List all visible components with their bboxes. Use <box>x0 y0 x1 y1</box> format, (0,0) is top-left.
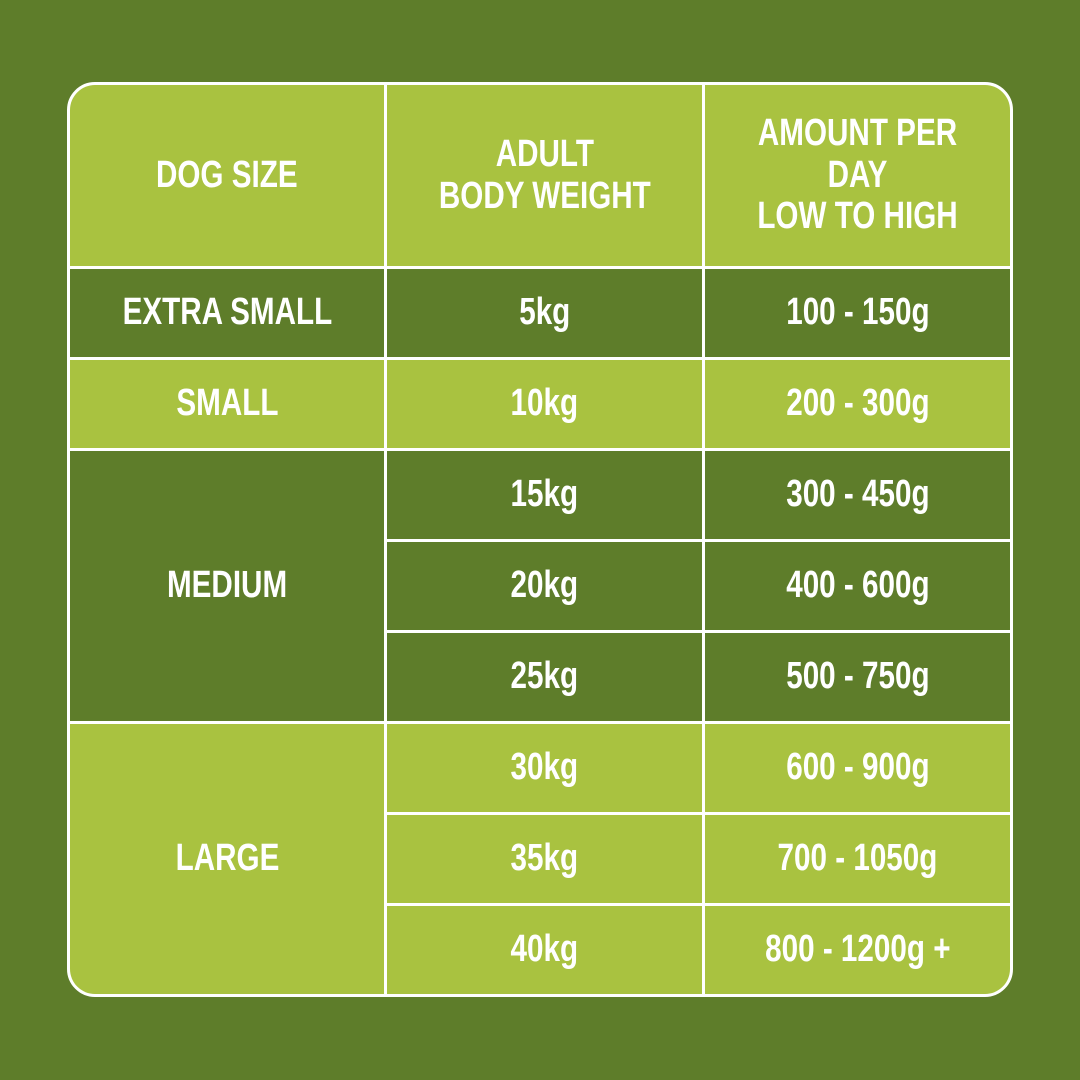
weight-value: 10kg <box>510 382 579 425</box>
header-text: AMOUNT PER DAY LOW TO HIGH <box>757 111 958 238</box>
weight-value: 20kg <box>510 564 579 607</box>
size-cell: SMALL <box>70 360 384 448</box>
amount-cell: 300 - 450g <box>705 451 1010 539</box>
size-label: MEDIUM <box>166 564 288 607</box>
header-text: DOG SIZE <box>156 153 298 196</box>
amount-value: 300 - 450g <box>785 473 930 516</box>
weight-cell: 5kg <box>387 269 702 357</box>
amount-value: 700 - 1050g <box>777 837 938 880</box>
header-text: ADULT BODY WEIGHT <box>438 132 651 217</box>
size-cell: LARGE <box>70 724 384 994</box>
amount-cell: 800 - 1200g + <box>705 906 1010 994</box>
amount-cell: 400 - 600g <box>705 542 1010 630</box>
amount-cell: 700 - 1050g <box>705 815 1010 903</box>
size-cell: EXTRA SMALL <box>70 269 384 357</box>
weight-cell: 35kg <box>387 815 702 903</box>
weight-value: 40kg <box>510 928 579 971</box>
weight-cell: 25kg <box>387 633 702 721</box>
header-amount: AMOUNT PER DAY LOW TO HIGH <box>705 85 1010 266</box>
amount-value: 500 - 750g <box>785 655 930 698</box>
amount-cell: 500 - 750g <box>705 633 1010 721</box>
amount-cell: 200 - 300g <box>705 360 1010 448</box>
feeding-table: DOG SIZE ADULT BODY WEIGHT AMOUNT PER DA… <box>67 82 1013 997</box>
amount-value: 600 - 900g <box>785 746 930 789</box>
weight-cell: 10kg <box>387 360 702 448</box>
header-dog-size: DOG SIZE <box>70 85 384 266</box>
amount-value: 200 - 300g <box>785 382 930 425</box>
header-body-weight: ADULT BODY WEIGHT <box>387 85 702 266</box>
weight-value: 30kg <box>510 746 579 789</box>
weight-cell: 30kg <box>387 724 702 812</box>
amount-value: 800 - 1200g + <box>764 928 951 971</box>
size-cell: MEDIUM <box>70 451 384 721</box>
amount-value: 100 - 150g <box>785 291 930 334</box>
amount-value: 400 - 600g <box>785 564 930 607</box>
weight-value: 5kg <box>518 291 571 334</box>
weight-value: 35kg <box>510 837 579 880</box>
weight-cell: 40kg <box>387 906 702 994</box>
weight-cell: 15kg <box>387 451 702 539</box>
size-label: LARGE <box>175 837 279 880</box>
amount-cell: 100 - 150g <box>705 269 1010 357</box>
weight-value: 15kg <box>510 473 579 516</box>
weight-value: 25kg <box>510 655 579 698</box>
amount-cell: 600 - 900g <box>705 724 1010 812</box>
size-label: SMALL <box>175 382 279 425</box>
size-label: EXTRA SMALL <box>122 291 332 334</box>
weight-cell: 20kg <box>387 542 702 630</box>
